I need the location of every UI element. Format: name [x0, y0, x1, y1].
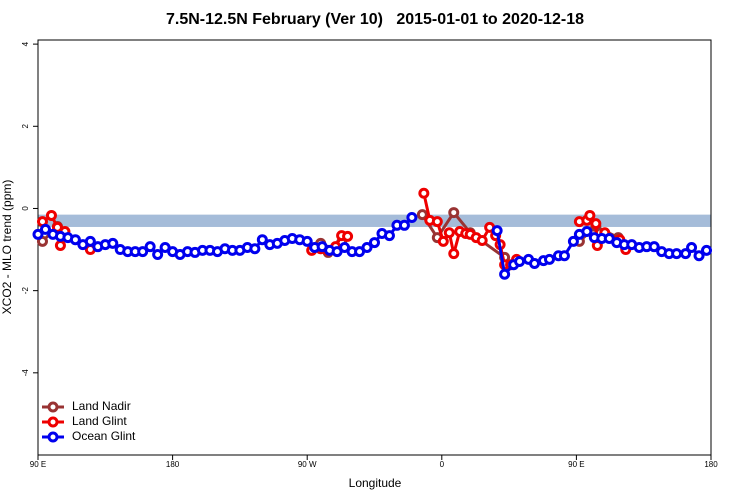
data-point	[476, 235, 488, 247]
data-point	[437, 235, 449, 247]
data-point	[39, 223, 51, 235]
data-point	[693, 250, 705, 262]
data-point	[416, 209, 428, 221]
data-point	[152, 248, 164, 260]
data-point	[137, 246, 149, 258]
data-point	[144, 241, 156, 253]
data-point	[32, 228, 44, 240]
data-point	[448, 207, 460, 219]
data-point	[301, 235, 313, 247]
data-point	[84, 235, 96, 247]
y-tick-label: 0	[21, 206, 30, 211]
data-point	[701, 244, 713, 256]
data-point	[361, 242, 373, 253]
legend-label: Land Nadir	[72, 399, 131, 413]
data-point	[567, 235, 579, 247]
data-point	[543, 253, 555, 265]
data-point	[686, 242, 698, 253]
data-point	[680, 248, 692, 260]
data-point	[671, 248, 683, 260]
y-tick-label: -2	[21, 287, 30, 295]
data-point	[584, 209, 596, 221]
chart-title: 7.5N-12.5N February (Ver 10) 2015-01-01 …	[166, 11, 584, 28]
data-point	[342, 230, 354, 242]
y-tick-label: -4	[21, 369, 30, 377]
data-point	[398, 219, 410, 231]
data-point	[54, 239, 66, 251]
data-point	[499, 268, 511, 280]
x-tick-label: 90 E	[568, 460, 584, 469]
y-tick-label: 2	[21, 124, 30, 129]
data-point	[383, 230, 395, 242]
x-tick-label: 180	[166, 460, 180, 469]
data-point	[448, 248, 460, 260]
data-point	[369, 237, 380, 249]
data-point	[581, 225, 593, 237]
data-point	[491, 225, 503, 237]
y-tick-label: 4	[21, 41, 30, 46]
data-point	[69, 234, 81, 246]
data-point	[406, 212, 418, 224]
data-point	[249, 243, 261, 255]
legend-marker	[47, 401, 59, 413]
legend-marker	[47, 416, 59, 428]
x-tick-label: 90 E	[30, 460, 46, 469]
x-tick-label: 180	[704, 460, 718, 469]
x-axis-label: Longitude	[349, 476, 402, 490]
data-point	[418, 187, 430, 199]
data-point	[590, 218, 602, 230]
reference-band	[38, 214, 711, 227]
legend-label: Land Glint	[72, 414, 127, 428]
data-point	[514, 255, 526, 267]
y-axis-label: XCO2 - MLO trend (ppm)	[0, 180, 14, 315]
legend-marker	[47, 431, 59, 443]
data-point	[45, 209, 57, 221]
data-point	[443, 227, 455, 239]
x-tick-label: 90 W	[298, 460, 317, 469]
data-point	[256, 234, 268, 246]
data-point	[107, 237, 119, 249]
legend-label: Ocean Glint	[72, 429, 136, 443]
data-point	[529, 258, 541, 270]
data-point	[648, 241, 660, 253]
data-point	[558, 250, 570, 262]
x-tick-label: 0	[440, 460, 445, 469]
data-point	[431, 216, 443, 228]
